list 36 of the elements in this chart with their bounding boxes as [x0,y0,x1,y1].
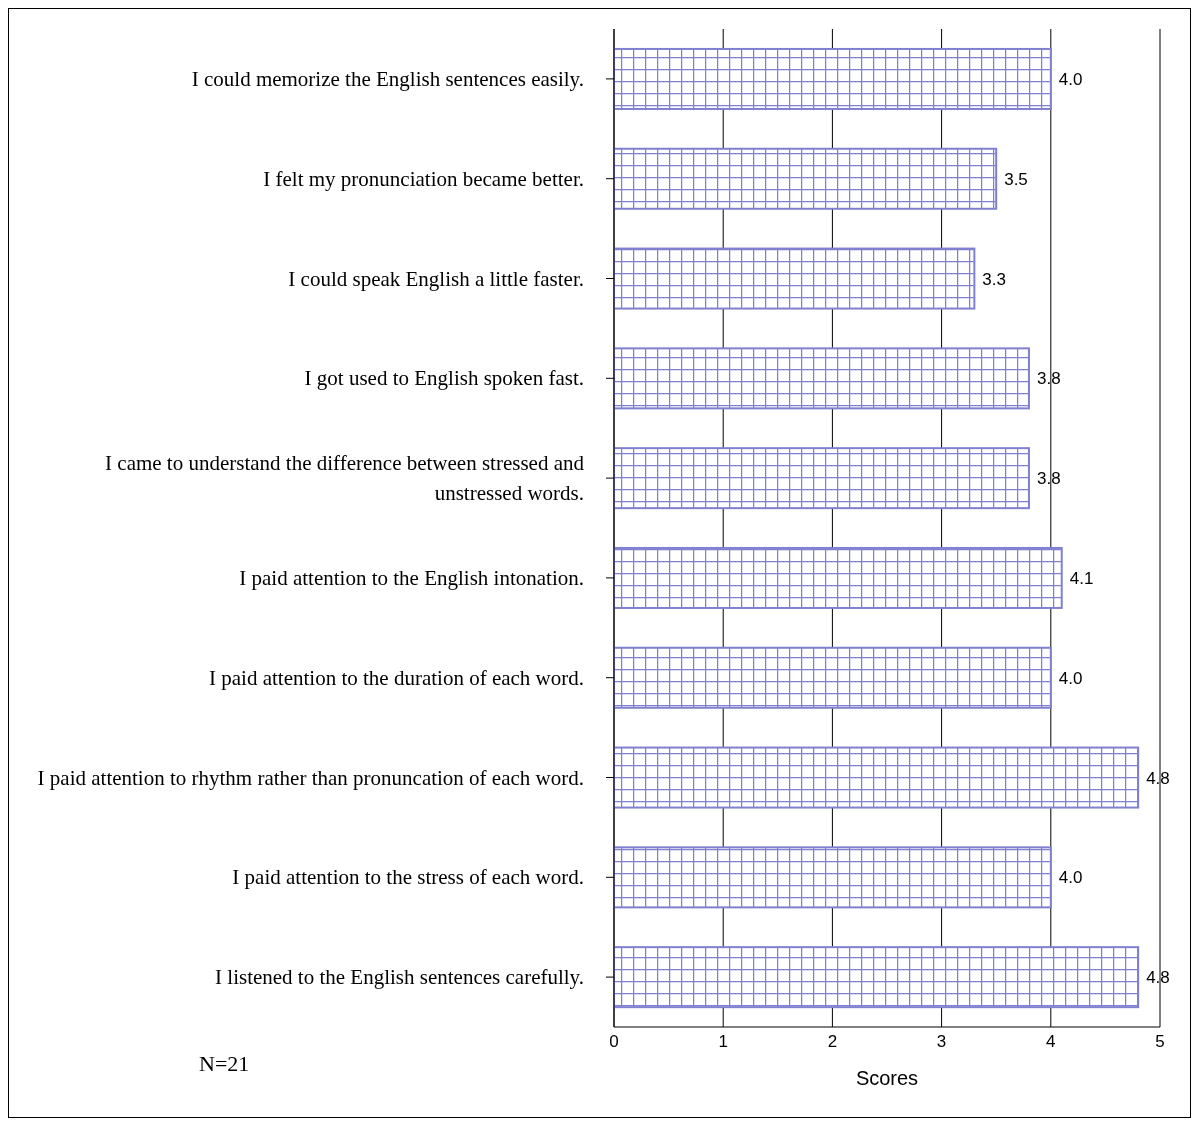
bar [614,47,1052,110]
y-tick-label: I paid attention to the English intonation. [239,565,584,590]
bar [614,347,1030,410]
x-axis-title: Scores [855,1067,919,1089]
y-tick-label: I paid attention to the duration of each word. [209,665,584,690]
data-label: 3.5 [1004,169,1028,189]
x-tick-label: 3 [936,1032,947,1052]
bar [614,746,1140,809]
y-tick-label: I felt my pronunciation became better. [263,166,584,191]
y-tick-label: I could memorize the English sentences easily. [191,66,584,91]
data-label: 4.0 [1058,69,1083,89]
bar [614,247,976,310]
bar [614,946,1140,1009]
y-tick-label: I came to understand the difference between stressed and unstressed words. [105,451,585,506]
bar [614,147,998,210]
x-tick-label: 1 [718,1032,728,1052]
y-tick-label: I could speak English a little faster. [288,266,584,291]
x-tick-label: 0 [609,1032,619,1052]
y-tick-label: I listened to the English sentences carefully. [215,965,584,990]
bar [614,546,1063,609]
text: N=21 [199,1051,250,1077]
y-tick-label: I got used to English spoken fast. [304,366,584,391]
x-tick-label: 5 [1155,1032,1165,1052]
data-label: 4.0 [1058,668,1083,688]
data-label: 4.8 [1146,768,1170,788]
x-tick-label: 2 [827,1032,838,1052]
data-label: 4.1 [1069,568,1094,588]
data-label: 3.3 [982,269,1006,289]
y-tick-label: I paid attention to the stress of each word. [232,865,584,890]
x-tick-label: 4 [1046,1032,1056,1052]
bar [614,447,1030,510]
data-label: 4.8 [1146,968,1170,988]
data-label: 4.0 [1058,868,1083,888]
y-tick-label: I paid attention to rhythm rather than pronuncation of each word. [37,765,584,790]
bar [614,846,1052,909]
bar [614,646,1052,709]
